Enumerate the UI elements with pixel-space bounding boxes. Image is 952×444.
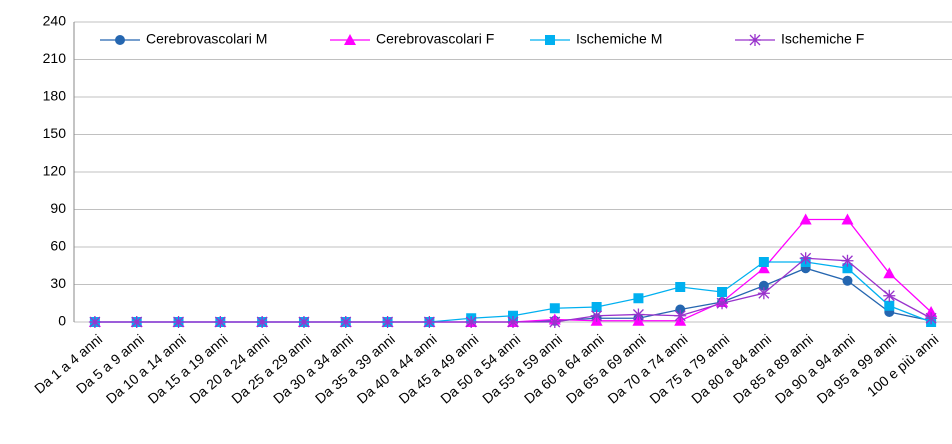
marker bbox=[297, 316, 310, 328]
marker bbox=[339, 316, 352, 328]
marker bbox=[842, 275, 853, 286]
marker bbox=[799, 213, 812, 225]
marker bbox=[214, 316, 227, 328]
marker bbox=[590, 309, 603, 322]
marker bbox=[757, 262, 770, 274]
marker bbox=[675, 282, 686, 292]
marker bbox=[130, 316, 143, 328]
legend-marker bbox=[545, 35, 555, 45]
marker bbox=[757, 287, 770, 300]
marker bbox=[716, 297, 729, 310]
marker bbox=[799, 252, 812, 265]
marker bbox=[465, 316, 478, 328]
marker bbox=[632, 308, 645, 321]
y-tick-label: 90 bbox=[50, 200, 66, 216]
legend-label: Cerebrovascolari F bbox=[376, 31, 494, 47]
y-tick-label: 60 bbox=[50, 238, 66, 254]
marker bbox=[925, 306, 938, 317]
y-tick-label: 30 bbox=[50, 275, 66, 291]
legend-marker bbox=[344, 34, 356, 45]
marker bbox=[758, 257, 769, 267]
marker bbox=[633, 293, 644, 304]
marker bbox=[884, 300, 895, 311]
marker bbox=[717, 287, 728, 297]
y-tick-label: 0 bbox=[58, 313, 66, 329]
marker bbox=[548, 316, 561, 328]
marker bbox=[256, 316, 269, 328]
y-tick-label: 210 bbox=[43, 50, 67, 66]
marker bbox=[381, 316, 394, 328]
y-tick-label: 180 bbox=[43, 88, 67, 104]
marker bbox=[883, 289, 896, 302]
marker bbox=[675, 304, 686, 315]
marker bbox=[758, 280, 769, 291]
legend-label: Ischemiche M bbox=[576, 31, 662, 47]
marker bbox=[842, 263, 853, 274]
marker bbox=[925, 312, 938, 325]
marker bbox=[508, 310, 518, 321]
marker bbox=[841, 254, 854, 267]
marker bbox=[841, 213, 854, 225]
legend-marker bbox=[115, 35, 125, 45]
legend-label: Ischemiche F bbox=[781, 31, 864, 47]
marker bbox=[549, 303, 560, 314]
marker bbox=[591, 302, 602, 312]
y-tick-label: 150 bbox=[43, 125, 67, 141]
legend-label: Cerebrovascolari M bbox=[146, 31, 267, 47]
y-tick-label: 120 bbox=[43, 163, 67, 179]
marker bbox=[507, 316, 519, 328]
y-tick-label: 240 bbox=[43, 13, 67, 29]
marker bbox=[883, 267, 896, 279]
x-tick-label: 100 e più anni bbox=[864, 331, 942, 400]
legend-marker bbox=[749, 34, 761, 46]
marker bbox=[423, 316, 436, 328]
marker bbox=[674, 309, 687, 322]
marker bbox=[172, 316, 185, 328]
marker bbox=[88, 316, 101, 328]
